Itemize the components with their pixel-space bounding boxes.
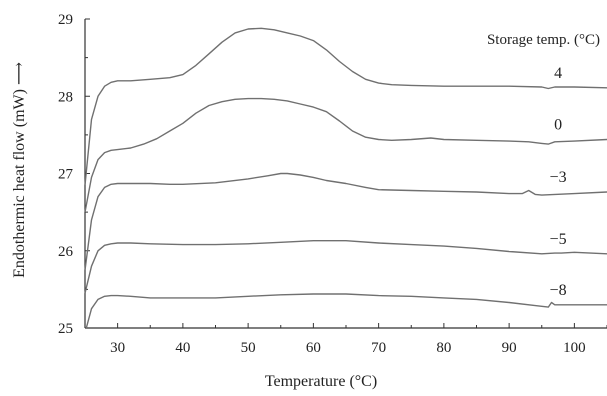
series-label: −8 [550, 282, 567, 299]
legend-title: Storage temp. (°C) [487, 32, 600, 48]
series-lines [84, 27, 607, 329]
y-tick-label: 28 [58, 89, 73, 105]
y-axis-title: Endothermic heat flow (mW) ⟶ [11, 62, 28, 278]
x-tick-label: 80 [436, 340, 451, 356]
y-tick-label: 27 [58, 167, 74, 183]
x-tick-label: 90 [502, 340, 517, 356]
y-tick-label: 26 [58, 244, 74, 260]
series-labels: 4 0 −3 −5 −8 [550, 65, 567, 299]
y-tick-label: 25 [58, 321, 73, 337]
x-tick-label: 60 [306, 340, 321, 356]
x-tick-label: 30 [110, 340, 125, 356]
series-line [84, 27, 607, 186]
x-axis-title: Temperature (°C) [265, 373, 377, 390]
x-tick-label: 70 [371, 340, 386, 356]
series-line [84, 239, 607, 294]
y-tick-label: 29 [58, 12, 73, 28]
x-tick-label: 40 [175, 340, 190, 356]
x-tick-label: 100 [563, 340, 586, 356]
series-label: −3 [550, 169, 567, 186]
series-line [84, 97, 607, 213]
x-tick-label: 50 [241, 340, 256, 356]
series-line [84, 172, 607, 271]
series-line [85, 293, 607, 329]
series-label: 4 [554, 65, 562, 82]
series-label: 0 [554, 117, 562, 134]
series-label: −5 [550, 231, 567, 248]
